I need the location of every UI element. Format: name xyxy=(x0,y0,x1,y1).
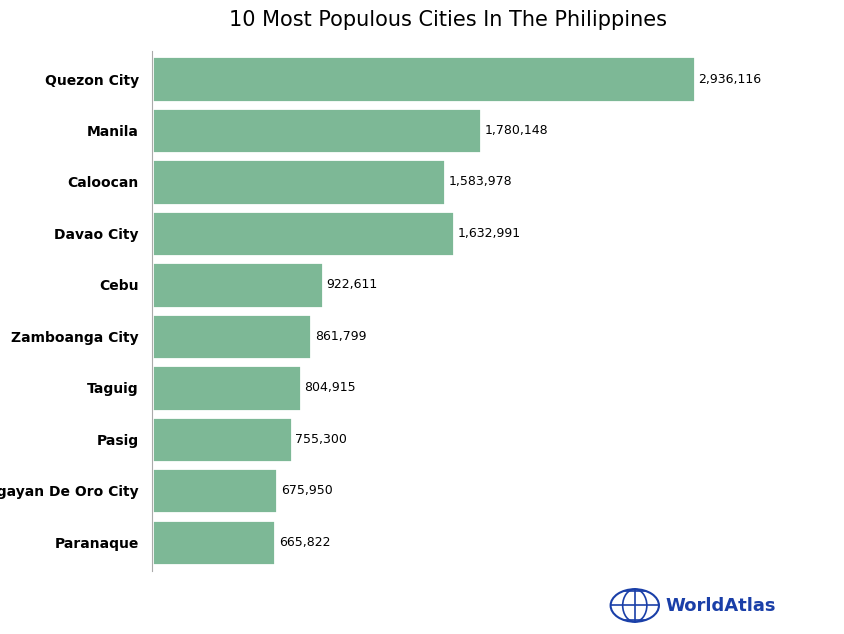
Text: 1,583,978: 1,583,978 xyxy=(448,176,511,188)
Text: 2,936,116: 2,936,116 xyxy=(698,72,760,86)
Text: 861,799: 861,799 xyxy=(315,330,366,343)
Text: 1,780,148: 1,780,148 xyxy=(484,124,548,137)
Text: 1,632,991: 1,632,991 xyxy=(457,227,520,240)
Text: 755,300: 755,300 xyxy=(295,433,347,446)
Text: WorldAtlas: WorldAtlas xyxy=(665,597,775,615)
Bar xyxy=(152,468,277,514)
Bar xyxy=(152,159,444,205)
Bar xyxy=(152,417,291,462)
Text: 675,950: 675,950 xyxy=(280,484,332,497)
Bar xyxy=(152,262,322,307)
Title: 10 Most Populous Cities In The Philippines: 10 Most Populous Cities In The Philippin… xyxy=(229,10,666,30)
Text: 665,822: 665,822 xyxy=(279,536,330,549)
Bar xyxy=(152,520,275,565)
Bar xyxy=(152,56,694,101)
Bar xyxy=(152,108,480,153)
Text: 922,611: 922,611 xyxy=(326,278,377,292)
Bar xyxy=(152,314,311,359)
Bar xyxy=(152,210,453,256)
Bar xyxy=(152,365,300,411)
Text: 804,915: 804,915 xyxy=(304,382,356,394)
